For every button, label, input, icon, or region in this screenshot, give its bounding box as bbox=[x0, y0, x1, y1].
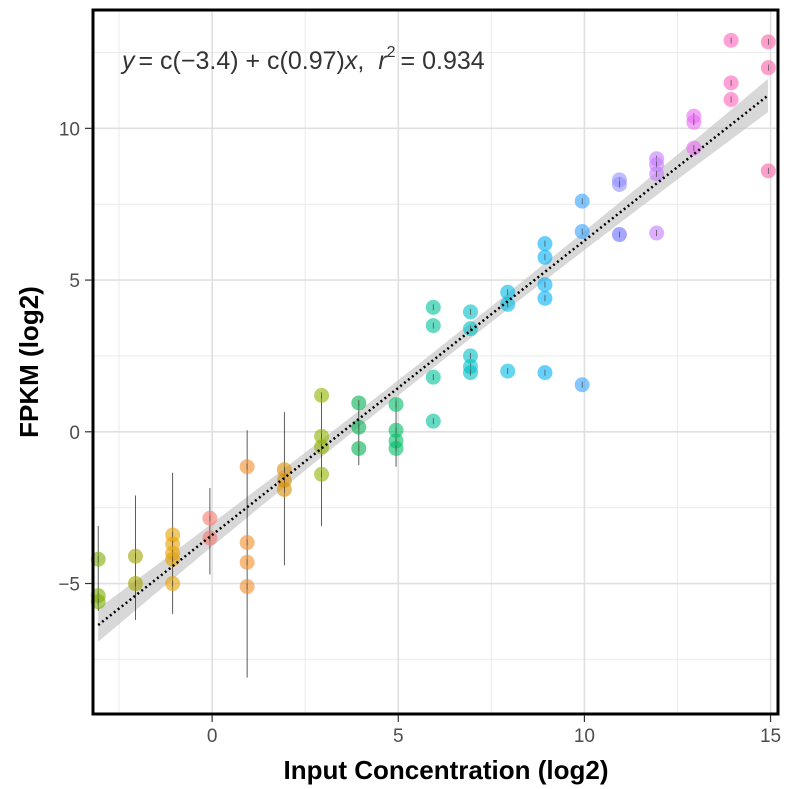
data-points bbox=[90, 32, 776, 610]
equation-y: y bbox=[120, 47, 136, 75]
regression-equation: y = c(−3.4) + c(0.97)x, r2 = 0.934 bbox=[120, 44, 485, 75]
grid bbox=[93, 10, 778, 714]
y-tick-label: −5 bbox=[58, 575, 80, 596]
equation-r: r bbox=[378, 47, 388, 75]
y-axis-title: FPKM (log2) bbox=[14, 286, 44, 438]
equation-body: = c(−3.4) + c(0.97) bbox=[139, 47, 345, 75]
x-tick-label: 0 bbox=[207, 726, 218, 747]
panel-border bbox=[91, 8, 780, 716]
regression-line-path bbox=[97, 94, 769, 627]
equation-r2: = 0.934 bbox=[401, 47, 485, 75]
y-tick-label: 10 bbox=[59, 119, 80, 140]
equation-x: x bbox=[344, 47, 359, 75]
y-tick-label: 0 bbox=[69, 423, 80, 444]
equation-superscript: 2 bbox=[387, 44, 396, 61]
x-axis-ticks: 0 5 10 15 bbox=[207, 715, 781, 747]
x-axis-title: Input Concentration (log2) bbox=[284, 755, 609, 785]
x-tick-label: 15 bbox=[760, 726, 781, 747]
x-tick-label: 10 bbox=[574, 726, 595, 747]
y-tick-label: 5 bbox=[69, 271, 80, 292]
y-axis-ticks: −5 0 5 10 bbox=[58, 119, 92, 596]
regression-line bbox=[97, 94, 769, 627]
equation-separator: , bbox=[357, 47, 364, 75]
x-tick-label: 5 bbox=[393, 726, 404, 747]
